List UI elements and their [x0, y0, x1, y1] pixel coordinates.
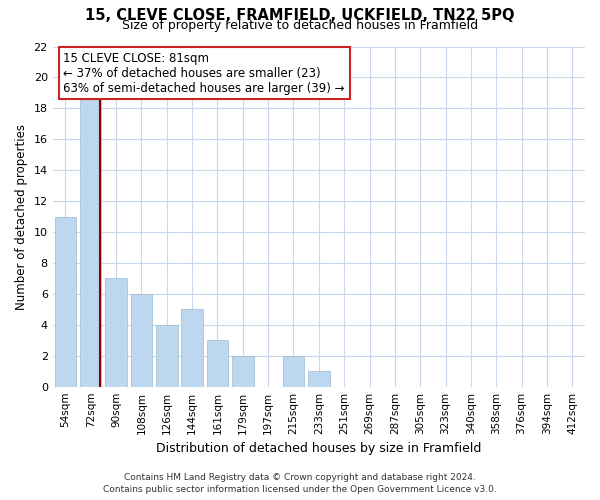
Text: Size of property relative to detached houses in Framfield: Size of property relative to detached ho…: [122, 19, 478, 32]
Bar: [156, 325, 178, 386]
Bar: [55, 216, 76, 386]
X-axis label: Distribution of detached houses by size in Framfield: Distribution of detached houses by size …: [156, 442, 482, 455]
Bar: [232, 356, 254, 386]
Bar: [181, 310, 203, 386]
Text: 15 CLEVE CLOSE: 81sqm
← 37% of detached houses are smaller (23)
63% of semi-deta: 15 CLEVE CLOSE: 81sqm ← 37% of detached …: [64, 52, 345, 94]
Bar: [206, 340, 228, 386]
Bar: [283, 356, 304, 386]
Bar: [80, 93, 101, 386]
Y-axis label: Number of detached properties: Number of detached properties: [15, 124, 28, 310]
Text: 15, CLEVE CLOSE, FRAMFIELD, UCKFIELD, TN22 5PQ: 15, CLEVE CLOSE, FRAMFIELD, UCKFIELD, TN…: [85, 8, 515, 22]
Text: Contains HM Land Registry data © Crown copyright and database right 2024.
Contai: Contains HM Land Registry data © Crown c…: [103, 472, 497, 494]
Bar: [131, 294, 152, 386]
Bar: [105, 278, 127, 386]
Bar: [308, 371, 329, 386]
